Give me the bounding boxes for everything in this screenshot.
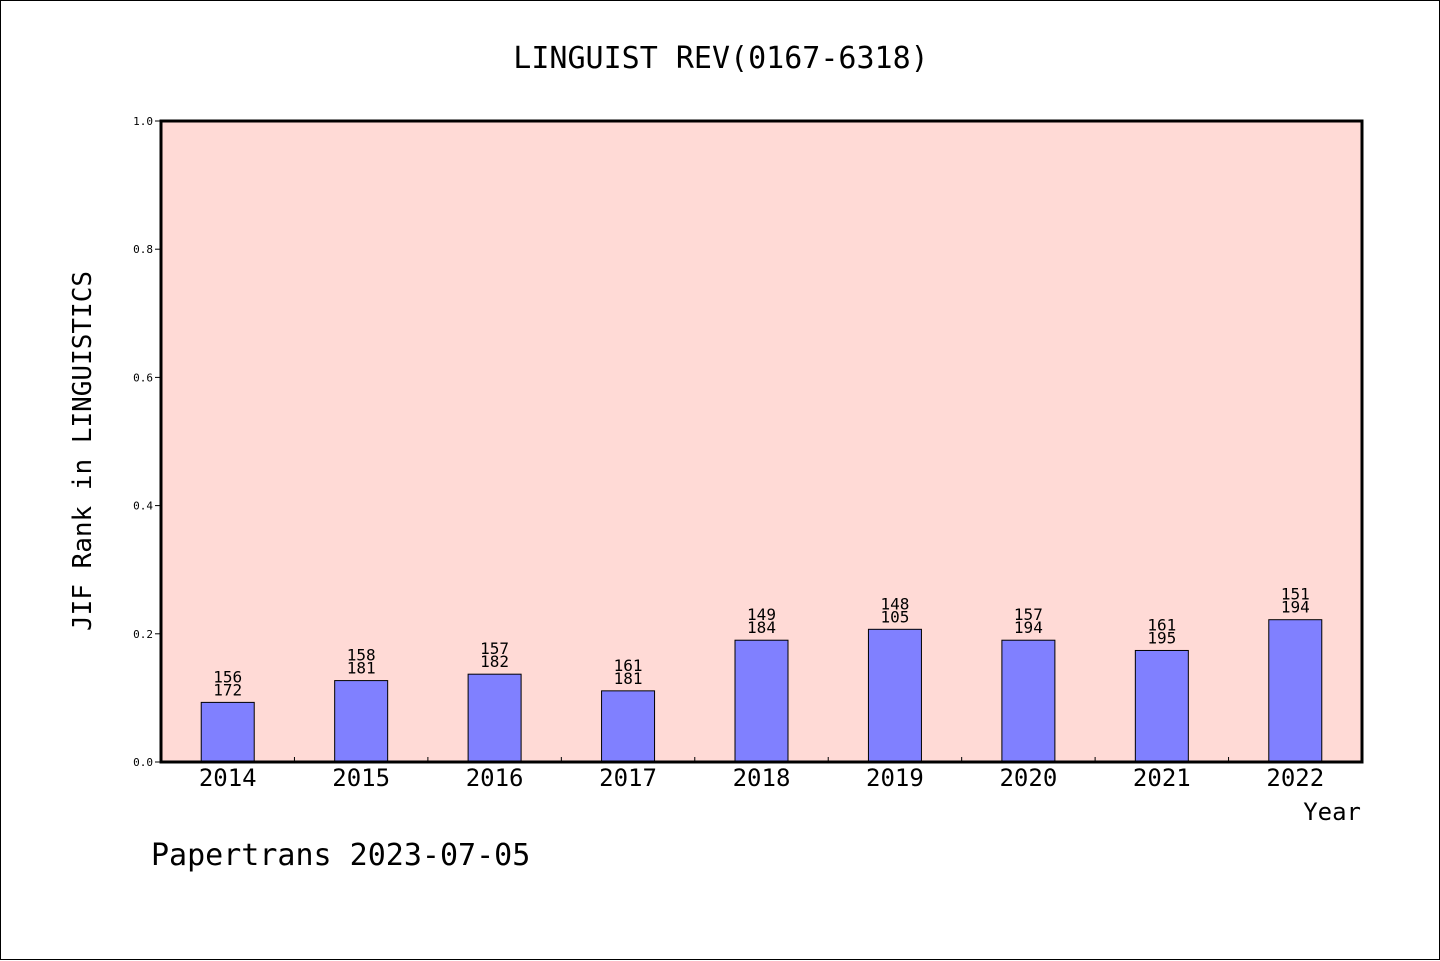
data-label-bottom-2020: 194 — [1014, 618, 1043, 637]
footer-credit: Papertrans 2023-07-05 — [151, 838, 530, 873]
bar-2022 — [1268, 619, 1323, 763]
x-tick-label-2017: 2017 — [599, 764, 657, 792]
y-axis: 0.0 0.2 0.4 0.6 0.8 1.0 — [133, 115, 161, 769]
data-label-top-2015: 158 — [347, 646, 376, 665]
y-tick-label-1: 0.2 — [133, 628, 153, 641]
bar-2021 — [1134, 649, 1189, 763]
x-tick-label-2021: 2021 — [1133, 764, 1191, 792]
data-label-top-2021: 161 — [1147, 615, 1176, 634]
y-tick-label-0: 0.0 — [133, 756, 153, 769]
bar-2017 — [601, 690, 656, 763]
data-label-bottom-2022: 194 — [1281, 598, 1310, 617]
x-axis-label: Year — [1303, 798, 1361, 826]
bar-2014 — [200, 701, 255, 763]
y-axis-label: JIF Rank in LINGUISTICS — [68, 271, 98, 631]
bar-2019 — [867, 628, 922, 763]
data-label-top-2017: 161 — [614, 656, 643, 675]
x-tick-label-2019: 2019 — [866, 764, 924, 792]
x-tick-label-2014: 2014 — [199, 764, 257, 792]
data-label-bottom-2014: 172 — [213, 680, 242, 699]
x-tick-label-2015: 2015 — [332, 764, 390, 792]
plot-border — [159, 119, 1364, 764]
data-label-bottom-2018: 184 — [747, 618, 776, 637]
y-tick-label-3: 0.6 — [133, 371, 153, 384]
bar-2016 — [467, 673, 522, 763]
x-tick-label-2022: 2022 — [1266, 764, 1324, 792]
y-tick-label-4: 0.8 — [133, 243, 153, 256]
data-label-top-2019: 148 — [880, 594, 909, 613]
x-tick-label-2020: 2020 — [999, 764, 1057, 792]
data-label-bottom-2017: 181 — [614, 669, 643, 688]
data-label-top-2020: 157 — [1014, 605, 1043, 624]
data-label-top-2022: 151 — [1281, 585, 1310, 604]
bars-group — [200, 619, 1323, 763]
data-label-top-2014: 156 — [213, 667, 242, 686]
y-tick-label-2: 0.4 — [133, 500, 153, 513]
x-axis: 2014 2015 2016 2017 2018 2019 2020 2021 2022 — [199, 757, 1324, 792]
y-tick-label-5: 1.0 — [133, 115, 153, 128]
bar-2018 — [734, 639, 789, 763]
bar-2020 — [1001, 639, 1056, 763]
data-label-bottom-2019: 105 — [880, 607, 909, 626]
data-label-bottom-2021: 195 — [1147, 628, 1176, 647]
data-label-bottom-2016: 182 — [480, 652, 509, 671]
x-tick-label-2018: 2018 — [733, 764, 791, 792]
data-label-bottom-2015: 181 — [347, 659, 376, 678]
x-tick-label-2016: 2016 — [466, 764, 524, 792]
bar-2015 — [334, 680, 389, 763]
data-label-top-2018: 149 — [747, 605, 776, 624]
data-label-top-2016: 157 — [480, 639, 509, 658]
chart-title: LINGUIST REV(0167-6318) — [513, 41, 928, 76]
